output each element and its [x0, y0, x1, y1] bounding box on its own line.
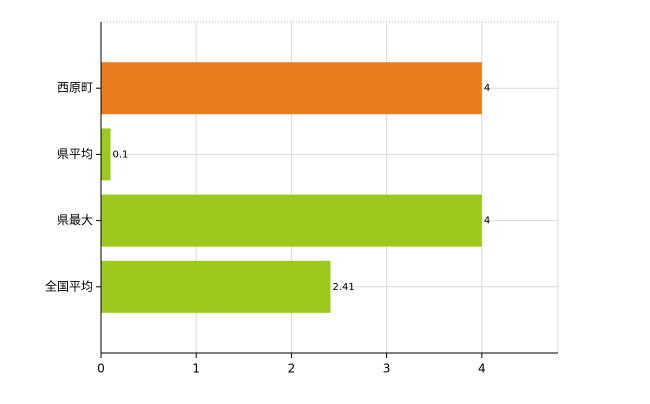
- y-tick-label: 県平均: [57, 147, 93, 161]
- bar: [101, 62, 482, 115]
- bar: [101, 128, 111, 181]
- x-tick-label: 1: [192, 362, 200, 376]
- value-label: 4: [484, 83, 490, 94]
- x-tick-label: 0: [97, 362, 105, 376]
- x-tick-label: 4: [478, 362, 486, 376]
- y-tick-label: 県最大: [57, 213, 93, 227]
- value-label: 0.1: [113, 149, 129, 160]
- bar: [101, 260, 331, 313]
- x-tick-label: 3: [383, 362, 391, 376]
- y-tick-label: 全国平均: [45, 278, 93, 293]
- y-tick-label: 西原町: [57, 81, 93, 95]
- value-label: 2.41: [332, 282, 354, 293]
- x-tick-label: 2: [288, 362, 296, 376]
- value-label: 4: [484, 216, 490, 227]
- bar: [101, 194, 482, 247]
